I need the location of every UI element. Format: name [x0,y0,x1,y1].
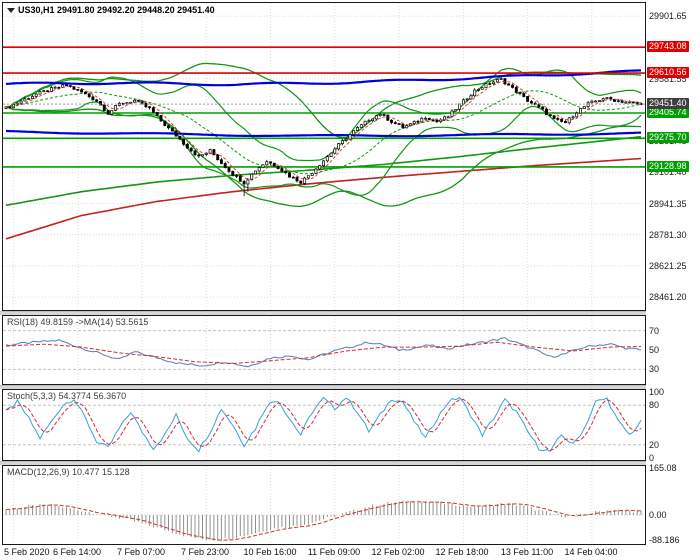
level-price-badge: 29128.98 [647,160,689,172]
time-axis-label: 5 Feb 2020 [4,547,50,557]
time-axis-label: 10 Feb 16:00 [243,547,297,557]
stoch-axis-tick: 80 [649,400,660,411]
level-price-badge: 29405.74 [647,106,689,118]
price-axis-tick: 28941.35 [649,198,687,209]
stoch-axis-tick: 0 [649,453,655,464]
rsi-label: RSI(18) 49.8159 ->MA(14) 53.5615 [7,317,149,327]
time-axis-label: 7 Feb 23:00 [180,547,230,557]
macd-label: MACD(12,26,9) 10.477 15.128 [7,467,130,477]
time-axis-label: 12 Feb 18:00 [435,547,489,557]
level-price-badge: 29275.70 [647,132,689,144]
stochastic-pane: Stoch(5,3,3) 54.3774 56.3670 [2,389,646,461]
level-price-badge: 29610.56 [647,67,689,79]
rsi-pane: RSI(18) 49.8159 ->MA(14) 53.5615 [2,315,646,385]
rsi-axis-tick: 70 [649,325,660,336]
price-axis-tick: 28461.20 [649,292,687,303]
time-axis-label: 7 Feb 07:00 [116,547,166,557]
current-price-badge: 29451.40 [647,98,689,110]
price-axis-tick: 29101.40 [649,167,687,178]
time-axis-label: 13 Feb 11:00 [500,547,554,557]
stochastic-chart-surface[interactable] [3,390,645,460]
rsi-chart-surface[interactable] [3,316,645,384]
main-chart-pane: US30,H1 29491.80 29492.20 29448.20 29451… [2,2,646,311]
stochastic-label: Stoch(5,3,3) 54.3774 56.3670 [7,391,127,401]
macd-pane: MACD(12,26,9) 10.477 15.128 [2,465,646,545]
symbol-ohlc-text: US30,H1 29491.80 29492.20 29448.20 29451… [18,5,215,15]
level-price-badge: 29743.08 [647,41,689,53]
price-axis-tick: 28781.30 [649,229,687,240]
price-chart-surface[interactable] [3,3,645,310]
price-axis-tick: 28621.25 [649,260,687,271]
stoch-axis-tick: 20 [649,439,660,450]
ohlc-header: US30,H1 29491.80 29492.20 29448.20 29451… [7,5,215,15]
rsi-axis-tick: 30 [649,364,660,375]
pane-splitter[interactable] [0,385,700,389]
price-axis-tick: 29581.55 [649,73,687,84]
time-axis-label: 6 Feb 14:00 [52,547,102,557]
time-axis[interactable]: 5 Feb 2020 6 Feb 14:00 7 Feb 07:00 7 Feb 23… [2,545,646,560]
stoch-axis-tick: 100 [649,386,665,397]
price-axis[interactable]: 29901.6529741.6029581.5529421.5029261.45… [646,0,700,560]
macd-axis-tick: 0.00 [649,509,667,520]
rsi-axis-tick: 50 [649,345,660,355]
price-axis-tick: 29901.65 [649,11,687,22]
pane-splitter[interactable] [0,311,700,315]
time-axis-label: 12 Feb 02:00 [371,547,425,557]
pane-splitter[interactable] [0,461,700,465]
macd-axis-tick: 165.08 [649,462,677,473]
time-axis-label: 14 Feb 04:00 [564,547,618,557]
symbol-menu-icon[interactable] [7,7,15,13]
macd-axis-tick: -88.186 [649,535,680,546]
macd-chart-surface[interactable] [3,466,645,544]
time-axis-label: 11 Feb 09:00 [307,547,361,557]
